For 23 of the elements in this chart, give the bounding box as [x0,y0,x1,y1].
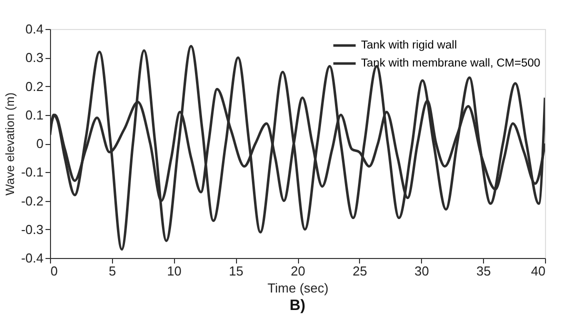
y-tick-label: 0.1 [25,107,44,122]
x-axis-title: Time (sec) [268,280,328,296]
x-tick-label: 30 [414,264,429,278]
x-tick-label: 20 [290,264,306,278]
x-tick-label: 25 [352,264,368,278]
y-tick-label: -0.2 [21,193,44,208]
x-tick-label: 35 [476,264,491,278]
x-tick-label: 10 [167,264,182,278]
x-tick-label: 15 [228,264,244,278]
x-tick-label: 40 [531,264,546,278]
y-tick-label: 0.4 [25,22,44,36]
text: B) [290,297,306,314]
x-tick-label: 5 [108,264,116,278]
y-tick-label: -0.1 [21,164,44,180]
x-tick-label: 0 [50,264,58,278]
y-tick-label: -0.3 [21,222,44,237]
y-tick-label: 0.2 [25,78,44,94]
legend-label: Tank with membrane wall, CM=500 [361,58,540,70]
legend-label: Tank with rigid wall [361,40,457,52]
y-tick-label: -0.4 [21,250,44,266]
y-tick-label: 0 [36,136,44,151]
y-axis-title: Wave elevation (m) [3,92,18,196]
y-tick-label: 0.3 [25,50,44,66]
